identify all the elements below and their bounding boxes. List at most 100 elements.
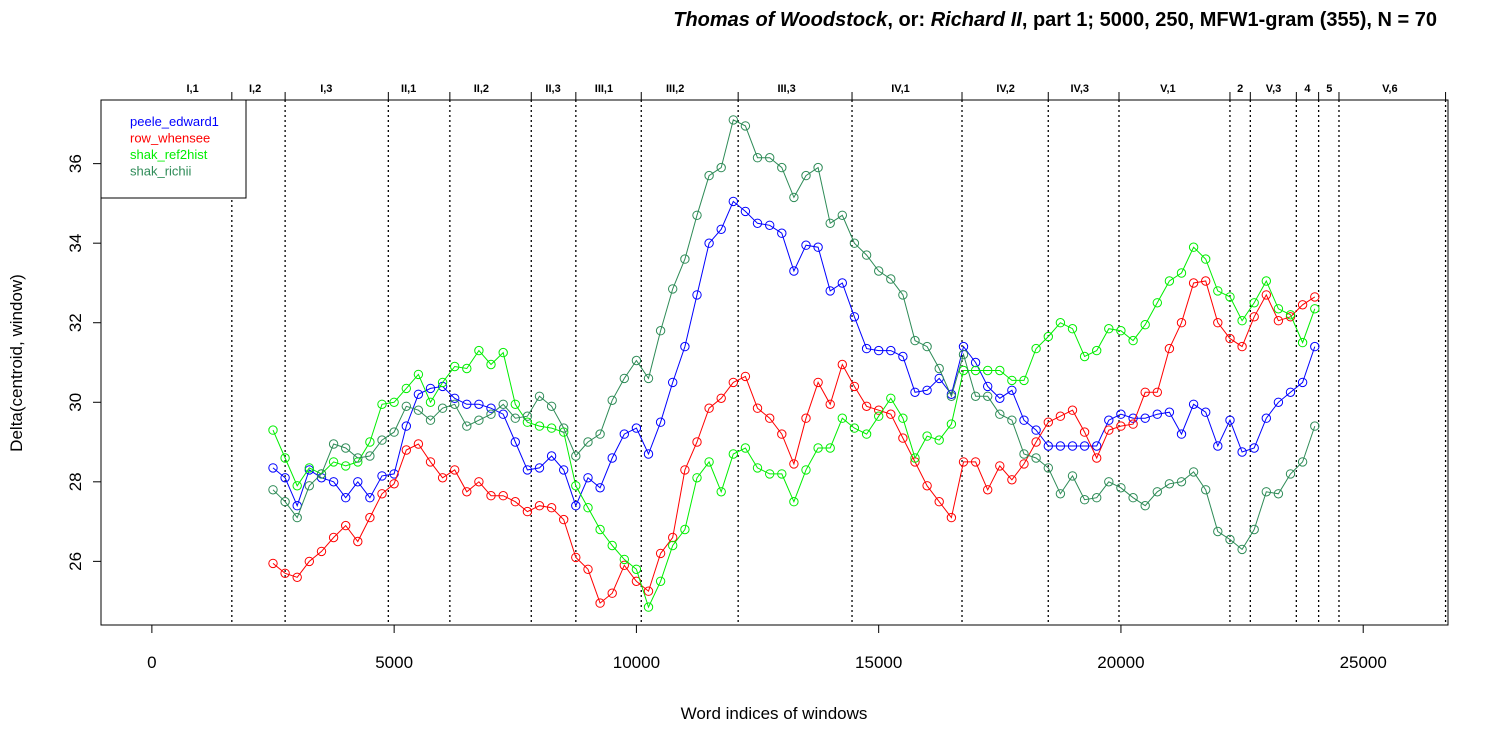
legend-entry: shak_ref2hist (130, 147, 208, 162)
data-point (740, 371, 751, 382)
data-point (886, 409, 896, 419)
act-label: IV,2 (996, 83, 1015, 95)
data-point (437, 473, 448, 483)
data-point (534, 391, 545, 401)
act-label: I,2 (249, 83, 261, 95)
data-point (1019, 449, 1029, 459)
data-point (825, 218, 835, 229)
data-point (801, 240, 811, 250)
data-point (1079, 441, 1090, 451)
data-point (1201, 407, 1211, 417)
data-point (1297, 377, 1308, 388)
data-point (583, 564, 593, 574)
data-point (437, 377, 448, 388)
y-tick-label: 30 (66, 393, 85, 412)
data-point (1164, 479, 1175, 489)
data-point (692, 290, 702, 300)
data-point (680, 341, 690, 352)
data-point (704, 170, 714, 181)
data-point (328, 532, 339, 543)
data-point (498, 491, 508, 501)
data-point (922, 385, 932, 395)
legend-entry: shak_richii (130, 164, 192, 179)
data-point (789, 497, 799, 507)
legend-entry: peele_edward1 (130, 114, 219, 129)
title-part-1: , or: (887, 9, 930, 31)
data-point (353, 453, 363, 463)
data-point (740, 121, 751, 131)
data-point (1285, 469, 1296, 479)
data-point (571, 552, 581, 563)
data-point (1152, 487, 1163, 497)
data-point (825, 443, 835, 453)
data-point (1310, 341, 1320, 352)
data-point (837, 413, 847, 423)
data-point (389, 397, 399, 407)
data-point (304, 463, 314, 473)
data-point (474, 399, 484, 409)
data-point (716, 224, 726, 235)
data-point (898, 290, 908, 300)
data-point (643, 586, 654, 596)
data-point (450, 399, 460, 409)
data-point (462, 363, 472, 374)
data-point (1079, 351, 1090, 362)
data-point (425, 397, 436, 407)
data-point (1273, 316, 1284, 326)
data-point (874, 411, 884, 421)
data-point (983, 485, 993, 495)
data-point (1043, 463, 1054, 473)
data-point (1043, 331, 1054, 342)
data-point (631, 564, 642, 574)
series-line (272, 280, 1316, 604)
data-point (1297, 457, 1308, 467)
title-part-0: Thomas of Woodstock (673, 9, 888, 31)
data-point (1249, 524, 1259, 535)
data-point (1249, 298, 1259, 308)
data-point (1140, 320, 1150, 330)
y-axis-label: Delta(centroid, window) (7, 274, 26, 452)
data-point (1079, 495, 1090, 505)
data-point (995, 461, 1005, 471)
series-line (272, 119, 1316, 551)
data-point (328, 457, 339, 467)
data-point (1261, 276, 1272, 286)
data-point (680, 254, 690, 264)
data-point (510, 497, 520, 507)
x-tick-label: 5000 (375, 653, 413, 672)
data-point (1297, 300, 1308, 310)
y-tick-label: 28 (66, 472, 85, 491)
data-point (377, 471, 387, 481)
data-point (946, 512, 957, 523)
data-point (1104, 324, 1114, 334)
data-point (1104, 415, 1114, 425)
data-point (268, 425, 278, 435)
data-point (668, 377, 678, 388)
data-point (1043, 417, 1054, 427)
data-point (934, 363, 944, 374)
data-point (1140, 501, 1150, 511)
data-point (268, 463, 278, 473)
data-point (813, 242, 823, 252)
act-label: II,3 (545, 83, 560, 95)
act-label: III,2 (666, 83, 684, 95)
data-point (498, 347, 508, 358)
data-point (1261, 290, 1272, 300)
data-point (958, 349, 969, 360)
series-layer (268, 115, 1320, 612)
data-point (341, 520, 351, 531)
data-point (692, 210, 702, 221)
data-point (1213, 441, 1223, 451)
data-point (1007, 475, 1017, 485)
data-point (970, 457, 981, 467)
data-point (1188, 399, 1199, 409)
data-point (716, 487, 726, 497)
data-point (837, 210, 847, 221)
data-point (922, 431, 932, 441)
y-tick-label: 36 (66, 154, 85, 173)
data-point (401, 401, 411, 411)
data-point (619, 560, 629, 570)
x-tick-label: 25000 (1340, 653, 1387, 672)
data-point (1249, 312, 1259, 322)
data-point (1261, 413, 1272, 423)
